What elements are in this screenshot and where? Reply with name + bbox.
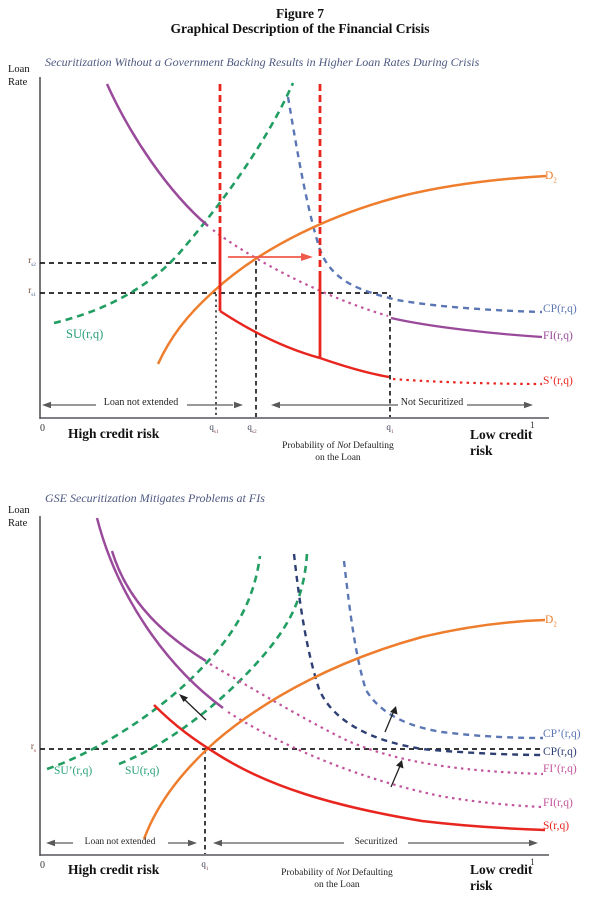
figure-number: Figure 7 [275, 6, 325, 21]
bottom-x-axis-title-line1: Probability of Not Defaulting [281, 868, 393, 878]
bottom-tick-q-1: q1 [201, 859, 209, 872]
bottom-label-cp: CP(r,q) [543, 746, 577, 758]
bottom-tick-one: 1 [530, 858, 535, 868]
top-curve-s [218, 84, 543, 386]
top-label-cp: CP(r,q) [543, 303, 577, 315]
top-top-subtitle: Securitization Without a Government Back… [45, 55, 480, 69]
bottom-guide-lines [40, 748, 543, 854]
bottom-label-fi: FI(r,q) [543, 797, 573, 809]
bottom-x-axis-title-line2: on the Loan [314, 880, 360, 890]
bottom-curve-s [153, 704, 546, 832]
bottom-curve-d2 [142, 618, 546, 840]
top-tick-q-1: q1 [386, 422, 394, 435]
bottom-y-axis-label-line2: Rate [8, 518, 28, 529]
bottom-label-d2: D2 [545, 614, 557, 629]
bottom-region-securitized: Securitized [354, 837, 398, 847]
top-x-axis-title-line1: Probability of Not Defaulting [282, 441, 394, 451]
top-region-loan-not-extended: Loan not extended [103, 397, 179, 408]
top-tick-r-s1: rs1 [28, 285, 36, 298]
top-y-axis-label-line1: Loan [8, 64, 30, 75]
top-y-axis-label-line2: Rate [8, 77, 28, 88]
top-label-low-risk: risk [470, 443, 493, 458]
top-curve-cp [286, 96, 543, 314]
bottom-label-s: S(r,q) [543, 820, 570, 832]
top-label-d2: D2 [545, 170, 557, 185]
top-label-low-credit: Low credit [470, 427, 533, 442]
bottom-y-axis-label-line1: Loan [8, 505, 30, 516]
bottom-label-low-risk: risk [470, 878, 493, 893]
bottom-curve-fi-prime [110, 550, 544, 776]
top-guide-lines [40, 261, 391, 417]
top-rate-shift-arrow [228, 253, 313, 261]
bottom-tick-zero: 0 [40, 860, 45, 871]
bottom-axes [39, 516, 549, 856]
top-tick-q-s1: qs1 [209, 422, 219, 435]
bottom-label-su-prime: SU’(r,q) [54, 765, 93, 777]
bottom-curve-cp-prime [342, 560, 544, 740]
top-curve-su [53, 82, 295, 325]
bottom-label-su: SU(r,q) [125, 765, 160, 777]
bottom-label-high-credit-risk: High credit risk [68, 862, 160, 877]
figure-title: Graphical Description of the Financial C… [170, 21, 430, 36]
top-label-fi: FI(r,q) [543, 330, 573, 342]
bottom-curve-su-prime [46, 555, 262, 771]
bottom-label-cp-prime: CP’(r,q) [543, 728, 581, 740]
top-region-arrows [42, 401, 533, 409]
top-axes [39, 77, 549, 419]
top-curve-d2 [156, 174, 547, 365]
bottom-label-low-credit: Low credit [470, 862, 533, 877]
bottom-curve-fi [95, 517, 544, 809]
top-x-axis-title-line2: on the Loan [315, 453, 361, 463]
bottom-label-fi-prime: FI’(r,q) [543, 763, 577, 775]
top-region-not-securitized: Not Securitized [400, 397, 464, 408]
bottom-bottom-subtitle: GSE Securitization Mitigates Problems at… [45, 491, 265, 505]
top-label-su: SU(r,q) [66, 327, 104, 341]
top-label-high-credit-risk: High credit risk [68, 426, 160, 441]
bottom-tick-r-s: rs [30, 741, 36, 754]
bottom-region-arrows [46, 839, 538, 847]
top-tick-q-s2: qs2 [247, 422, 257, 435]
top-tick-one: 1 [530, 421, 535, 431]
bottom-region-loan-not-extended: Loan not extended [84, 837, 156, 847]
bottom-shift-arrows [179, 694, 404, 788]
top-curve-fi [105, 83, 543, 339]
bottom-curve-su [118, 553, 309, 766]
top-tick-zero: 0 [40, 423, 45, 434]
top-label-s-prime: S’(r,q) [543, 375, 573, 387]
top-tick-r-s2: rs2 [28, 255, 36, 268]
